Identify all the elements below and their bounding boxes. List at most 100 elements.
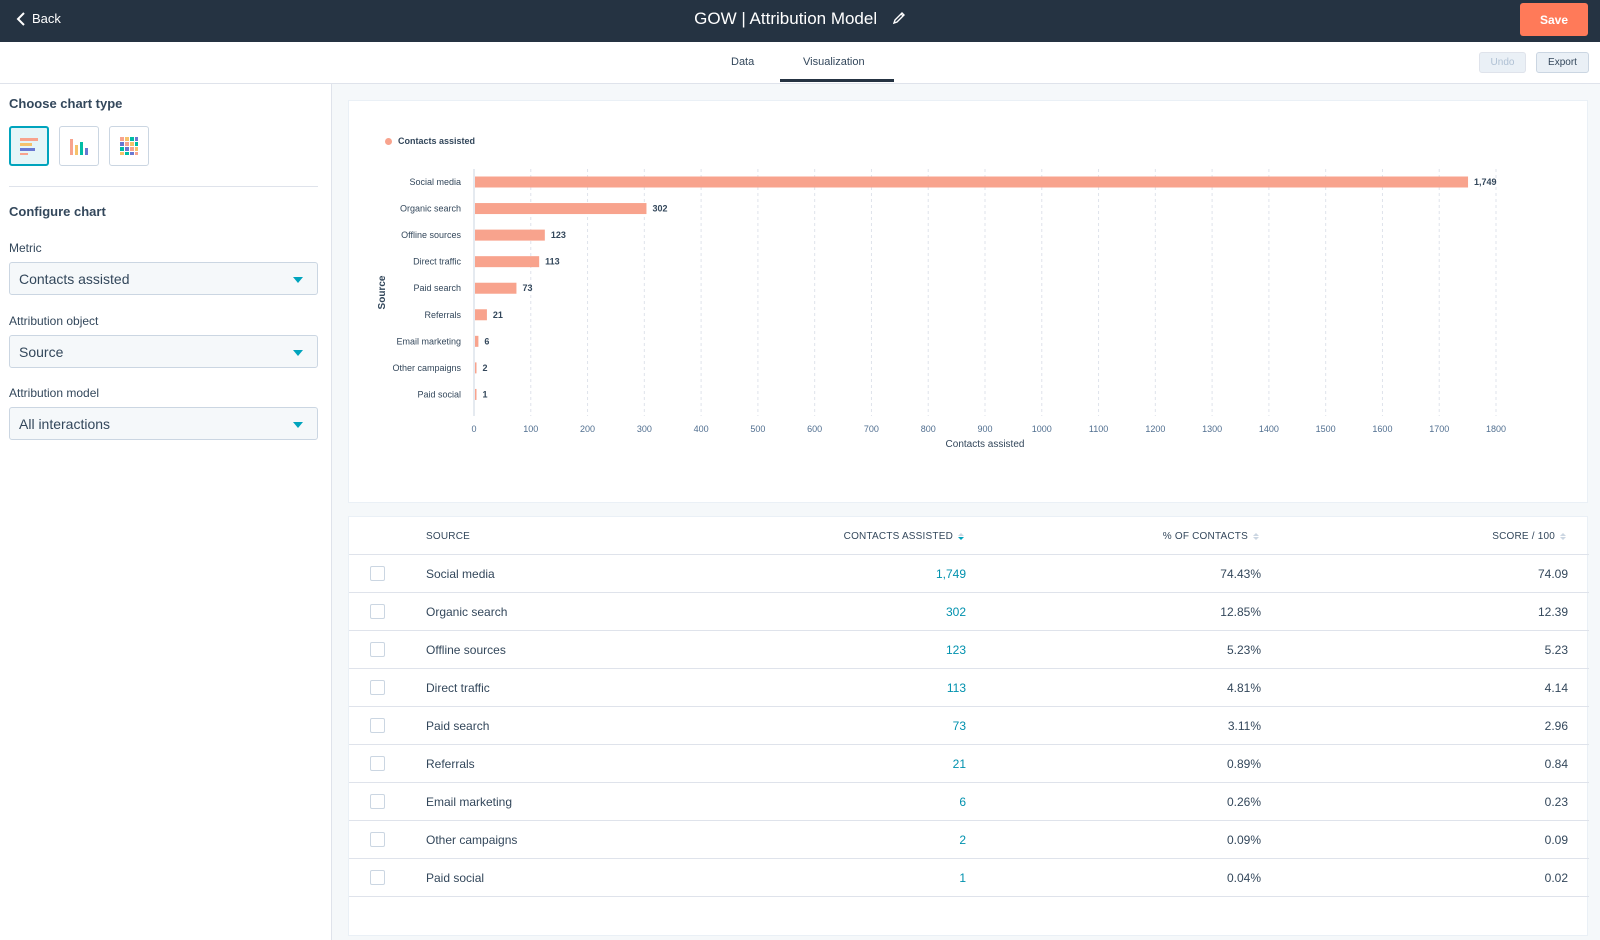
- configure-chart-heading: Configure chart: [9, 204, 106, 219]
- attribution-object-select[interactable]: Source: [9, 335, 318, 368]
- caret-down-icon: [293, 277, 303, 283]
- y-axis-title: Source: [377, 275, 388, 309]
- column-header-contacts-assisted[interactable]: CONTACTS ASSISTED: [844, 531, 964, 542]
- row-contacts-assisted-link[interactable]: 73: [952, 719, 966, 733]
- bar: [475, 256, 540, 268]
- data-label: 6: [484, 336, 489, 346]
- row-source: Social media: [426, 567, 495, 581]
- data-table: SOURCE CONTACTS ASSISTED % OF CONTACTS S…: [348, 516, 1589, 936]
- x-axis-title: Contacts assisted: [946, 439, 1025, 450]
- attribution-model-select[interactable]: All interactions: [9, 407, 318, 440]
- y-tick-label: Paid social: [417, 389, 461, 399]
- table-row[interactable]: Direct traffic 113 4.81% 4.14: [349, 669, 1589, 707]
- row-contacts-assisted-link[interactable]: 1,749: [935, 567, 966, 581]
- export-button[interactable]: Export: [1536, 52, 1589, 73]
- table-row[interactable]: Email marketing 6 0.26% 0.23: [349, 783, 1589, 821]
- tab-data[interactable]: Data: [731, 56, 755, 68]
- bar: [475, 229, 545, 241]
- row-contacts-assisted-link[interactable]: 302: [945, 605, 966, 619]
- metric-select[interactable]: Contacts assisted: [9, 262, 318, 295]
- top-bar: Back GOW | Attribution Model Save: [0, 0, 1600, 42]
- row-checkbox[interactable]: [370, 604, 385, 619]
- data-label: 2: [483, 363, 488, 373]
- bar: [475, 362, 477, 374]
- sort-icon: [1560, 533, 1566, 540]
- row-source: Email marketing: [426, 795, 513, 809]
- row-score: 0.02: [1544, 871, 1568, 885]
- row-contacts-assisted-link[interactable]: 21: [952, 757, 966, 771]
- vertical-bar-chart-icon: [70, 139, 88, 155]
- table-row[interactable]: Paid search 73 3.11% 2.96: [349, 707, 1589, 745]
- chart-legend[interactable]: Contacts assisted: [385, 136, 475, 146]
- x-tick-label: 1800: [1486, 424, 1506, 434]
- column-header-source-label: SOURCE: [426, 531, 470, 542]
- row-pct-contacts: 3.11%: [1227, 719, 1261, 733]
- row-score: 5.23: [1544, 643, 1568, 657]
- caret-down-icon: [293, 350, 303, 356]
- column-header-source[interactable]: SOURCE: [426, 531, 470, 542]
- bar: [475, 203, 647, 215]
- x-tick-label: 200: [580, 424, 595, 434]
- data-label: 123: [551, 230, 566, 240]
- row-contacts-assisted-link[interactable]: 1: [959, 871, 966, 885]
- undo-button[interactable]: Undo: [1479, 52, 1526, 73]
- row-checkbox[interactable]: [370, 756, 385, 771]
- row-pct-contacts: 5.23%: [1226, 643, 1261, 657]
- row-pct-contacts: 0.26%: [1226, 795, 1261, 809]
- save-button[interactable]: Save: [1520, 3, 1588, 36]
- row-score: 4.14: [1544, 681, 1568, 695]
- bar-chart: 0 100 200 300 400 500 600 700 800 900 1000 1100 1200…: [377, 169, 1506, 450]
- y-tick-label: Social media: [409, 177, 461, 187]
- bar: [475, 335, 479, 347]
- row-checkbox[interactable]: [370, 832, 385, 847]
- row-contacts-assisted-link[interactable]: 123: [945, 643, 966, 657]
- attribution-object-label: Attribution object: [9, 314, 99, 328]
- chevron-left-icon: [16, 11, 25, 26]
- data-label: 113: [545, 257, 560, 267]
- chart-type-vertical-bar[interactable]: [59, 126, 99, 166]
- pencil-icon[interactable]: [892, 10, 906, 30]
- row-checkbox[interactable]: [370, 718, 385, 733]
- row-checkbox[interactable]: [370, 680, 385, 695]
- table-row[interactable]: Referrals 21 0.89% 0.84: [349, 745, 1589, 783]
- table-row[interactable]: Social media 1,749 74.43% 74.09: [349, 555, 1589, 593]
- chart-type-heading: Choose chart type: [9, 96, 123, 111]
- chart-type-horizontal-bar[interactable]: [9, 126, 49, 166]
- row-checkbox[interactable]: [370, 642, 385, 657]
- column-header-score[interactable]: SCORE / 100: [1492, 531, 1566, 542]
- row-score: 2.96: [1544, 719, 1568, 733]
- tab-visualization[interactable]: Visualization: [803, 56, 865, 68]
- header-divider: [349, 554, 1589, 555]
- row-checkbox[interactable]: [370, 870, 385, 885]
- table-row[interactable]: Offline sources 123 5.23% 5.23: [349, 631, 1589, 669]
- back-button[interactable]: Back: [16, 11, 61, 26]
- table-row[interactable]: Paid social 1 0.04% 0.02: [349, 859, 1589, 897]
- table-grid-icon: [120, 137, 138, 155]
- x-tick-label: 1500: [1316, 424, 1336, 434]
- chart-card: 0 100 200 300 400 500 600 700 800 900 1000 1100 1200…: [348, 100, 1588, 503]
- row-score: 0.09: [1544, 833, 1568, 847]
- table-row[interactable]: Organic search 302 12.85% 12.39: [349, 593, 1589, 631]
- back-label: Back: [32, 11, 61, 26]
- data-label: 1: [483, 389, 488, 399]
- tab-bar: Data Visualization Undo Export: [0, 42, 1600, 84]
- row-contacts-assisted-link[interactable]: 113: [946, 681, 966, 695]
- metric-select-value: Contacts assisted: [19, 271, 130, 287]
- metric-label: Metric: [9, 241, 42, 255]
- column-header-score-label: SCORE / 100: [1492, 531, 1555, 542]
- bar: [475, 176, 1469, 188]
- x-tick-label: 900: [977, 424, 992, 434]
- chart-type-table-grid[interactable]: [109, 126, 149, 166]
- row-source: Paid social: [426, 871, 485, 885]
- row-contacts-assisted-link[interactable]: 2: [959, 833, 966, 847]
- x-tick-label: 0: [471, 424, 476, 434]
- row-contacts-assisted-link[interactable]: 6: [959, 795, 966, 809]
- bar: [475, 282, 517, 294]
- row-pct-contacts: 0.89%: [1226, 757, 1261, 771]
- row-checkbox[interactable]: [370, 794, 385, 809]
- y-tick-label: Other campaigns: [392, 363, 461, 373]
- table-row[interactable]: Other campaigns 2 0.09% 0.09: [349, 821, 1589, 859]
- column-header-pct-contacts[interactable]: % OF CONTACTS: [1163, 531, 1259, 542]
- row-checkbox[interactable]: [370, 566, 385, 581]
- x-tick-label: 300: [637, 424, 652, 434]
